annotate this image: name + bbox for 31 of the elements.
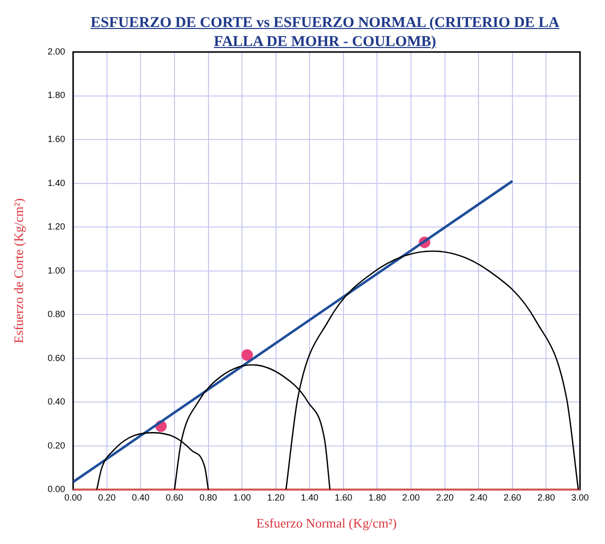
x-tick-label: 0.00 [64,492,82,502]
x-tick-label: 0.60 [166,492,184,502]
y-tick-label: 1.00 [48,265,66,276]
x-tick-label: 1.60 [334,492,352,502]
y-tick-label: 1.60 [48,134,66,144]
chart-title: ESFUERZO DE CORTE vs ESFUERZO NORMAL (CRITERIO DE LA FALLA DE MOHR - COULOMB) [90,14,560,52]
y-tick-label: 2.00 [48,46,66,56]
y-tick-label: 1.40 [48,178,66,188]
y-tick-label: 0.00 [48,484,66,494]
x-tick-label: 2.40 [470,492,488,502]
x-tick-label: 3.00 [571,492,589,502]
y-tick-label: 0.80 [48,309,66,320]
y-axis-title: Esfuerzo de Corte (Kg/cm²) [11,198,26,344]
x-tick-label: 0.20 [98,492,116,502]
x-tick-label: 0.40 [132,492,150,502]
x-tick-label: 2.00 [402,492,420,502]
y-tick-label: 0.20 [48,440,66,450]
x-tick-label: 1.20 [267,492,285,502]
point [241,349,253,361]
x-tick-label: 1.40 [300,492,318,502]
x-axis-title: Esfuerzo Normal (Kg/cm²) [256,516,397,531]
x-tick-label: 1.00 [233,492,251,502]
x-tick-label: 0.80 [200,492,218,502]
x-tick-label: 1.80 [368,492,386,502]
x-tick-label: 2.80 [537,492,555,502]
x-tick-label: 2.60 [504,492,522,502]
y-tick-label: 0.60 [48,352,66,363]
x-tick-label: 2.20 [436,492,454,502]
y-tick-label: 0.40 [48,396,66,407]
y-tick-label: 1.20 [48,222,66,232]
y-tick-label: 1.80 [48,90,66,100]
